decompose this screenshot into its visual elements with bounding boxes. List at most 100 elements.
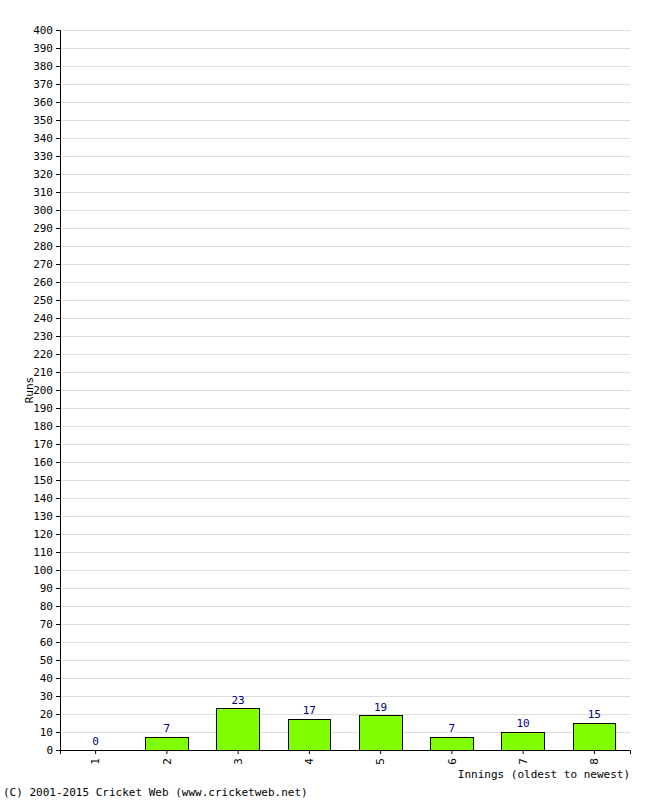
y-tick-mark xyxy=(56,84,60,85)
y-tick: 160 xyxy=(33,456,60,469)
y-tick: 350 xyxy=(33,114,60,127)
y-tick-label: 340 xyxy=(33,132,53,145)
y-tick-mark xyxy=(56,318,60,319)
y-tick: 30 xyxy=(40,690,60,703)
y-tick-label: 230 xyxy=(33,330,53,343)
y-tick: 10 xyxy=(40,726,60,739)
y-tick-label: 400 xyxy=(33,24,53,37)
y-tick: 0 xyxy=(46,744,60,757)
x-tick-label: 4 xyxy=(303,758,316,765)
y-tick-mark xyxy=(56,174,60,175)
y-tick-label: 250 xyxy=(33,294,53,307)
y-tick: 90 xyxy=(40,582,60,595)
grid-line xyxy=(60,552,630,553)
y-tick: 300 xyxy=(33,204,60,217)
y-tick-label: 100 xyxy=(33,564,53,577)
y-tick: 120 xyxy=(33,528,60,541)
y-tick: 290 xyxy=(33,222,60,235)
y-tick-label: 130 xyxy=(33,510,53,523)
bars xyxy=(146,709,616,750)
grid-line xyxy=(60,714,630,715)
y-tick: 320 xyxy=(33,168,60,181)
grid-line xyxy=(60,102,630,103)
data-label: 7 xyxy=(449,722,456,735)
grid-line xyxy=(60,624,630,625)
y-tick-mark xyxy=(56,48,60,49)
y-tick: 280 xyxy=(33,240,60,253)
x-tick: 2 xyxy=(161,750,174,765)
y-axis-title: Runs xyxy=(23,377,36,404)
y-tick: 310 xyxy=(33,186,60,199)
y-tick-mark xyxy=(56,426,60,427)
y-tick: 260 xyxy=(33,276,60,289)
y-tick-mark xyxy=(56,444,60,445)
grid-line xyxy=(60,30,630,31)
y-tick: 360 xyxy=(33,96,60,109)
y-tick-mark xyxy=(56,678,60,679)
y-axis: 0102030405060708090100110120130140150160… xyxy=(33,24,60,757)
y-tick-mark xyxy=(56,30,60,31)
y-tick-mark xyxy=(56,66,60,67)
y-tick: 400 xyxy=(33,24,60,37)
grid-line xyxy=(60,300,630,301)
plot: 0102030405060708090100110120130140150160… xyxy=(33,24,630,765)
y-tick-label: 200 xyxy=(33,384,53,397)
y-tick-mark xyxy=(56,282,60,283)
grid-line xyxy=(60,606,630,607)
x-tick-label: 3 xyxy=(232,758,245,765)
y-tick-mark xyxy=(56,246,60,247)
y-tick-mark xyxy=(56,624,60,625)
y-tick-mark xyxy=(56,408,60,409)
y-tick-label: 280 xyxy=(33,240,53,253)
y-tick-mark xyxy=(56,534,60,535)
y-tick-label: 330 xyxy=(33,150,53,163)
x-tick-mark xyxy=(95,750,96,754)
grid-line xyxy=(60,336,630,337)
y-tick-mark xyxy=(56,714,60,715)
y-tick-mark xyxy=(56,120,60,121)
x-axis-line xyxy=(61,751,631,755)
y-tick-mark xyxy=(56,642,60,643)
y-tick-mark xyxy=(56,228,60,229)
y-tick-label: 370 xyxy=(33,78,53,91)
y-tick: 230 xyxy=(33,330,60,343)
y-tick-label: 30 xyxy=(40,690,53,703)
x-tick: 5 xyxy=(374,750,387,765)
x-tick-mark xyxy=(451,750,452,754)
y-tick-label: 390 xyxy=(33,42,53,55)
grid-line xyxy=(60,264,630,265)
grid xyxy=(60,30,630,750)
grid-line xyxy=(60,570,630,571)
y-tick: 380 xyxy=(33,60,60,73)
x-tick-label: 2 xyxy=(161,758,174,765)
grid-line xyxy=(60,228,630,229)
y-tick-mark xyxy=(56,462,60,463)
data-label: 7 xyxy=(164,722,171,735)
x-tick-label: 5 xyxy=(374,758,387,765)
y-tick: 240 xyxy=(33,312,60,325)
data-label: 0 xyxy=(92,735,99,748)
y-tick-label: 310 xyxy=(33,186,53,199)
grid-line xyxy=(60,534,630,535)
y-tick-label: 10 xyxy=(40,726,53,739)
grid-line xyxy=(60,120,630,121)
y-tick: 20 xyxy=(40,708,60,721)
grid-line xyxy=(60,156,630,157)
x-tick-mark xyxy=(309,750,310,754)
y-tick: 340 xyxy=(33,132,60,145)
grid-line xyxy=(60,390,630,391)
y-tick: 70 xyxy=(40,618,60,631)
y-tick-mark xyxy=(56,660,60,661)
data-label: 10 xyxy=(517,717,530,730)
bar xyxy=(74,750,117,751)
grid-line xyxy=(60,444,630,445)
x-tick: 1 xyxy=(89,750,102,765)
y-tick-mark xyxy=(56,354,60,355)
grid-line xyxy=(60,480,630,481)
y-tick-label: 360 xyxy=(33,96,53,109)
grid-line xyxy=(60,138,630,139)
grid-line xyxy=(60,516,630,517)
grid-line xyxy=(60,84,630,85)
y-tick-label: 350 xyxy=(33,114,53,127)
data-label: 17 xyxy=(303,704,316,717)
